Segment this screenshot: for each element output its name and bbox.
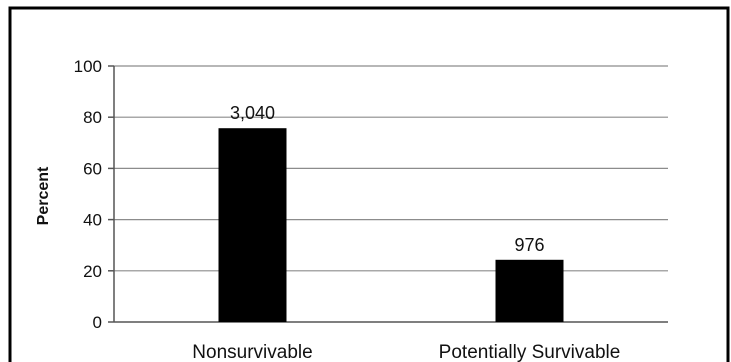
data-label: 976 [514,235,544,255]
y-tick-label: 0 [93,313,102,332]
y-axis-label: Percent [35,166,52,225]
data-label: 3,040 [230,103,275,123]
bars [218,128,564,322]
x-category-label: Nonsurvivable [192,342,312,362]
gridlines [114,65,668,272]
x-axis-categories: Nonsurvivable Potentially Survivable [192,342,620,362]
y-tick-label: 80 [83,108,102,127]
bar-nonsurvivable [218,128,287,322]
y-tick-label: 100 [74,57,102,76]
chart-frame [8,6,730,362]
y-tick-label: 60 [83,159,102,178]
x-category-label: Potentially Survivable [439,342,621,362]
bar-potentially-survivable [495,259,564,322]
y-axis-ticks: 0 20 40 60 80 100 [74,57,114,332]
y-tick-label: 40 [83,211,102,230]
y-tick-label: 20 [83,262,102,281]
data-labels: 3,040 976 [230,103,545,255]
